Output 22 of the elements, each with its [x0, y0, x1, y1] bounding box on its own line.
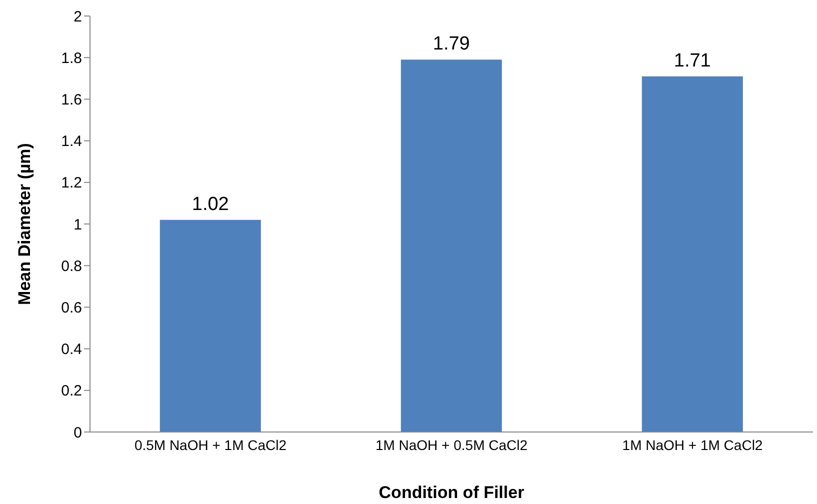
y-tick-label: 1.4: [61, 133, 82, 150]
y-tick-label: 0.2: [61, 382, 82, 400]
y-tick-label: 0.6: [61, 300, 82, 317]
bar: [642, 76, 743, 432]
x-axis-title: Condition of Filler: [378, 483, 525, 502]
x-tick-label: 0.5M NaOH + 1M CaCl2: [134, 436, 287, 453]
bar: [160, 220, 261, 432]
data-label: 1.79: [432, 34, 470, 55]
y-tick-label: 0.4: [61, 341, 82, 358]
x-tick-label: 1M NaOH + 0.5M CaCl2: [375, 436, 528, 453]
y-tick-label: 1.8: [61, 50, 82, 67]
x-tick-label: 1M NaOH + 1M CaCl2: [622, 436, 763, 453]
y-tick-label: 2: [74, 8, 82, 26]
y-tick-label: 0.8: [61, 258, 82, 275]
y-axis-title: Mean Diameter (µm): [15, 143, 34, 305]
y-tick-label: 1: [74, 216, 82, 234]
bar: [400, 60, 502, 432]
data-label: 1.71: [674, 50, 711, 72]
y-tick-label: 0: [74, 424, 82, 442]
data-label: 1.02: [192, 194, 229, 215]
y-tick-label: 1.2: [61, 174, 82, 192]
y-tick-label: 1.6: [61, 92, 82, 109]
